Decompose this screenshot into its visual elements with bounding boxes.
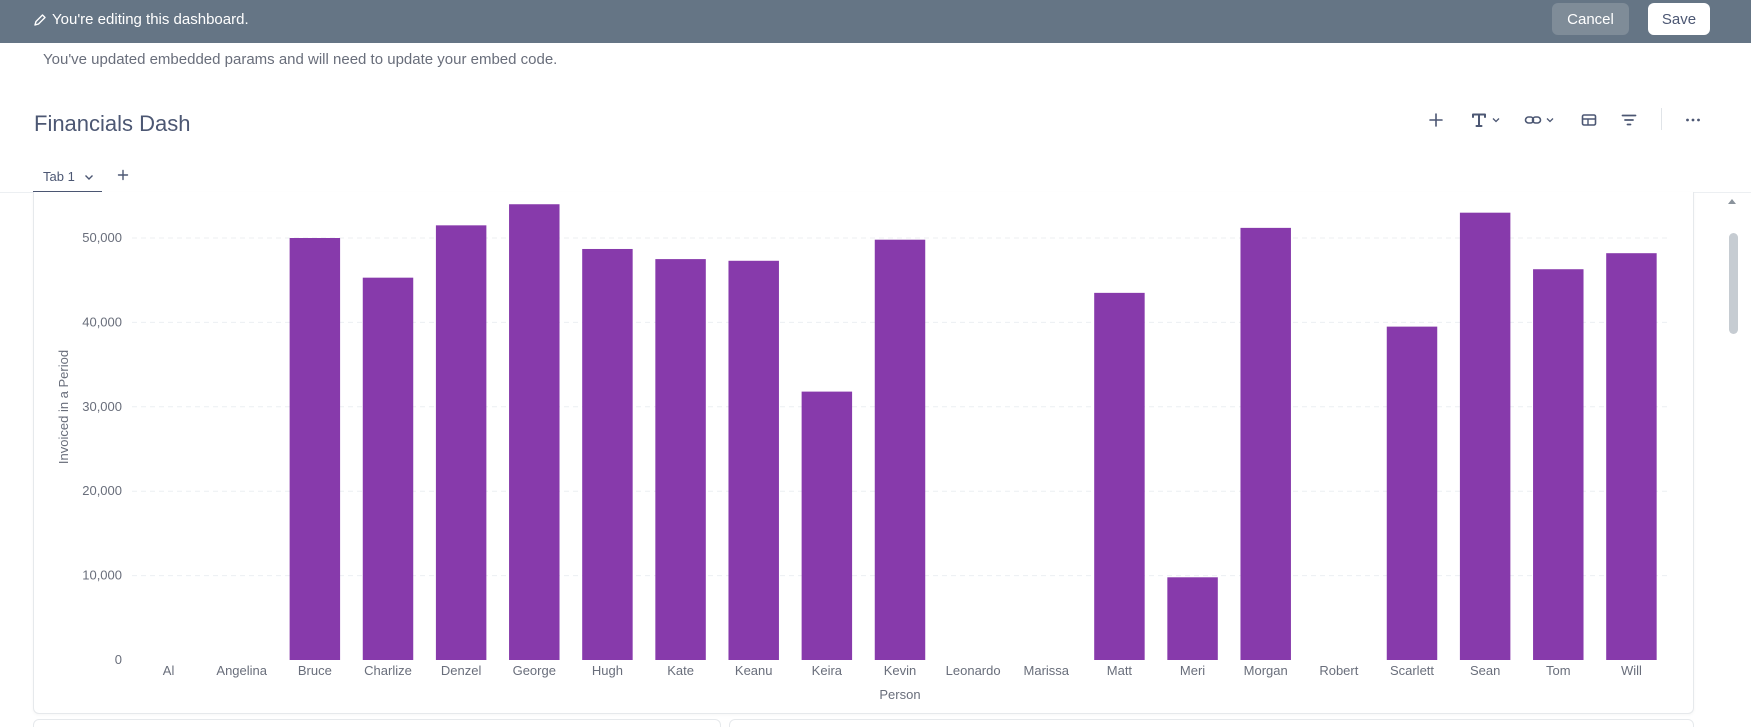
add-filter-button[interactable] bbox=[1620, 108, 1638, 132]
edit-mode-bar: You're editing this dashboard. Cancel Sa… bbox=[0, 0, 1751, 43]
tab-1[interactable]: Tab 1 bbox=[33, 166, 102, 193]
chart-card[interactable] bbox=[33, 192, 1694, 714]
more-options-button[interactable] bbox=[1684, 108, 1702, 132]
toolbar-divider bbox=[1661, 108, 1662, 130]
dashboard-card[interactable] bbox=[33, 719, 721, 727]
add-text-button[interactable] bbox=[1470, 108, 1501, 132]
dashboard-title[interactable]: Financials Dash bbox=[34, 111, 191, 136]
add-link-button[interactable] bbox=[1524, 108, 1555, 132]
save-button[interactable]: Save bbox=[1648, 3, 1710, 35]
add-tab-icon[interactable] bbox=[116, 168, 130, 182]
link-icon bbox=[1524, 116, 1542, 124]
embed-params-notice: You've updated embedded params and will … bbox=[43, 51, 558, 68]
add-card-button[interactable] bbox=[1427, 108, 1445, 132]
chevron-down-icon[interactable] bbox=[83, 171, 95, 183]
tab-label: Tab 1 bbox=[43, 169, 75, 184]
chevron-down-icon bbox=[1492, 118, 1500, 123]
add-section-button[interactable] bbox=[1580, 108, 1598, 132]
scroll-up-arrow-icon[interactable] bbox=[1727, 197, 1737, 205]
edit-mode-message: You're editing this dashboard. bbox=[52, 11, 249, 28]
more-icon bbox=[1686, 118, 1700, 122]
filter-icon bbox=[1621, 114, 1637, 126]
cancel-button[interactable]: Cancel bbox=[1552, 3, 1629, 35]
text-icon bbox=[1472, 113, 1486, 127]
section-icon bbox=[1581, 114, 1597, 126]
dashboard-card[interactable] bbox=[729, 719, 1694, 727]
chevron-down-icon bbox=[1546, 118, 1554, 123]
pencil-icon bbox=[34, 14, 46, 26]
scrollbar-thumb[interactable] bbox=[1729, 233, 1738, 334]
plus-icon bbox=[1429, 113, 1443, 127]
